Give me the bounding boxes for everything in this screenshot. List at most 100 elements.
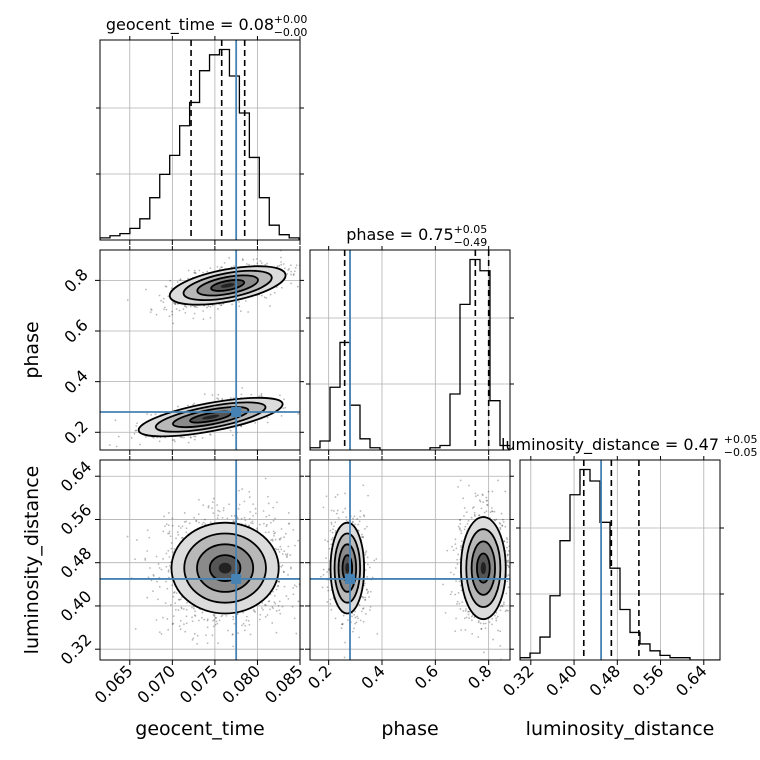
sample-point — [329, 603, 332, 605]
sample-point — [292, 587, 295, 589]
sample-point — [240, 517, 243, 520]
sample-point — [164, 285, 167, 288]
sample-point — [484, 622, 487, 625]
contour-line — [183, 532, 267, 604]
sample-point — [165, 523, 168, 526]
sample-point — [279, 612, 282, 615]
sample-point — [353, 627, 355, 630]
sample-point — [366, 589, 369, 591]
sample-point — [280, 286, 283, 289]
sample-point — [459, 518, 462, 521]
sample-point — [494, 614, 496, 617]
sample-point — [295, 585, 298, 588]
contour-line — [168, 265, 287, 306]
sample-point — [505, 592, 508, 595]
sample-point — [287, 545, 290, 548]
sample-point — [169, 535, 172, 538]
sample-point — [244, 519, 247, 522]
sample-point — [330, 543, 333, 546]
sample-point — [216, 517, 219, 520]
sample-point — [277, 605, 280, 607]
sample-point — [174, 303, 177, 306]
sample-point — [341, 623, 343, 626]
sample-point — [293, 584, 296, 587]
sample-point — [171, 313, 174, 316]
sample-point — [495, 617, 498, 620]
sample-point — [279, 545, 282, 548]
sample-point — [207, 505, 210, 507]
sample-point — [214, 623, 217, 626]
sample-point — [241, 258, 244, 260]
sample-point — [278, 580, 280, 583]
sample-point — [468, 617, 471, 619]
sample-point — [337, 516, 340, 519]
sample-point — [152, 575, 155, 577]
sample-point — [250, 393, 253, 396]
sample-point — [204, 518, 206, 521]
sample-point — [454, 630, 457, 633]
sample-point — [487, 490, 490, 493]
sample-point — [198, 269, 201, 272]
sample-point — [501, 524, 504, 527]
sample-point — [336, 509, 339, 512]
x-tick-label: 0.080 — [218, 661, 264, 707]
sample-point — [202, 318, 205, 321]
sample-point — [278, 600, 281, 603]
sample-point — [269, 608, 271, 611]
title-main: luminosity_distance = 0.47 — [501, 435, 719, 455]
sample-point — [144, 436, 147, 438]
sample-point — [288, 522, 291, 525]
sample-point — [476, 494, 479, 497]
sample-point — [488, 621, 491, 623]
sample-point — [252, 503, 255, 506]
sample-point — [284, 406, 287, 409]
sample-point — [268, 514, 271, 517]
sample-point — [334, 530, 337, 532]
sample-point — [493, 518, 496, 521]
truth-marker — [231, 573, 242, 584]
sample-point — [489, 511, 492, 514]
sample-point — [292, 593, 295, 596]
sample-point — [460, 544, 462, 547]
sample-point — [133, 432, 136, 435]
sample-point — [360, 610, 363, 613]
sample-point — [280, 565, 283, 568]
sample-point — [156, 598, 159, 601]
sample-point — [262, 510, 265, 512]
sample-point — [467, 610, 469, 613]
sample-point — [502, 518, 504, 521]
sample-point — [187, 441, 190, 444]
sample-point — [351, 520, 354, 523]
x-tick-label: 0.070 — [133, 661, 179, 707]
sample-point — [501, 604, 503, 607]
sample-point — [507, 566, 510, 568]
sample-point — [362, 536, 364, 539]
sample-point — [368, 596, 370, 598]
sample-point — [217, 514, 219, 517]
sample-point — [185, 622, 188, 625]
contour-line — [337, 543, 358, 593]
sample-point — [126, 535, 129, 538]
sample-point — [264, 615, 267, 618]
sample-point — [139, 443, 141, 446]
sample-point — [194, 272, 197, 274]
sample-point — [332, 510, 335, 512]
sample-point — [158, 567, 161, 569]
sample-point — [167, 549, 170, 552]
sample-point — [265, 515, 268, 518]
y-tick-label: 0.4 — [60, 366, 91, 397]
sample-point — [271, 539, 274, 542]
sample-point — [130, 436, 133, 439]
sample-point — [209, 521, 212, 524]
panel-content — [310, 250, 510, 450]
sample-point — [152, 574, 155, 576]
sample-point — [324, 539, 326, 541]
x-tick-label: 0.4 — [357, 661, 388, 692]
sample-point — [248, 490, 251, 493]
sample-point — [375, 557, 378, 560]
sample-point — [275, 548, 278, 551]
sample-point — [294, 266, 297, 269]
sample-point — [361, 595, 364, 598]
sample-point — [207, 506, 210, 509]
